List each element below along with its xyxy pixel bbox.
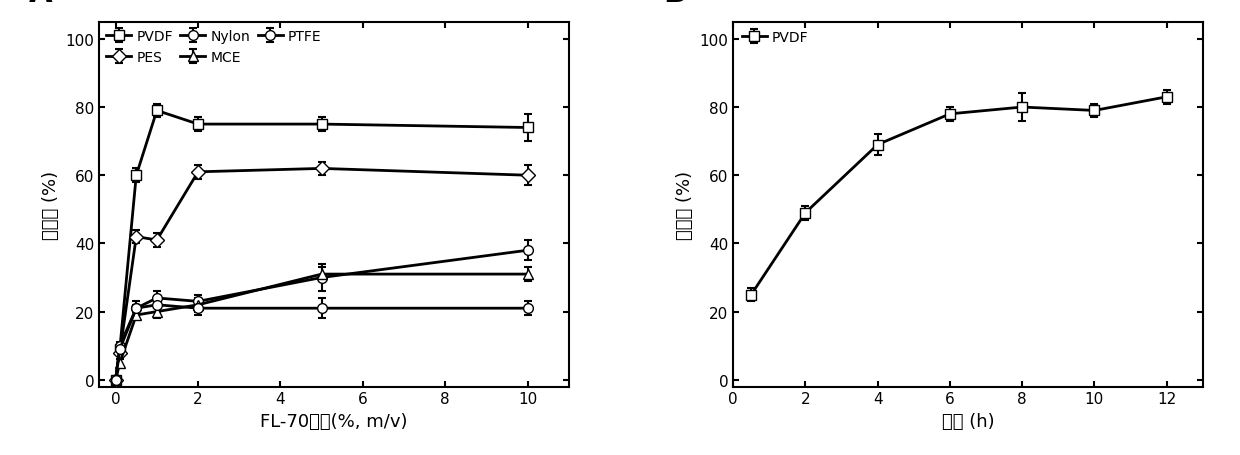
Text: A: A — [29, 0, 52, 8]
X-axis label: FL-70浓度(%, m/v): FL-70浓度(%, m/v) — [260, 412, 408, 430]
Text: B: B — [663, 0, 686, 8]
Legend: PVDF, PES, Nylon, MCE, PTFE: PVDF, PES, Nylon, MCE, PTFE — [102, 25, 326, 69]
X-axis label: 时间 (h): 时间 (h) — [941, 412, 994, 430]
Y-axis label: 回收率 (%): 回收率 (%) — [42, 170, 60, 239]
Legend: PVDF: PVDF — [737, 25, 815, 51]
Y-axis label: 回收率 (%): 回收率 (%) — [676, 170, 694, 239]
